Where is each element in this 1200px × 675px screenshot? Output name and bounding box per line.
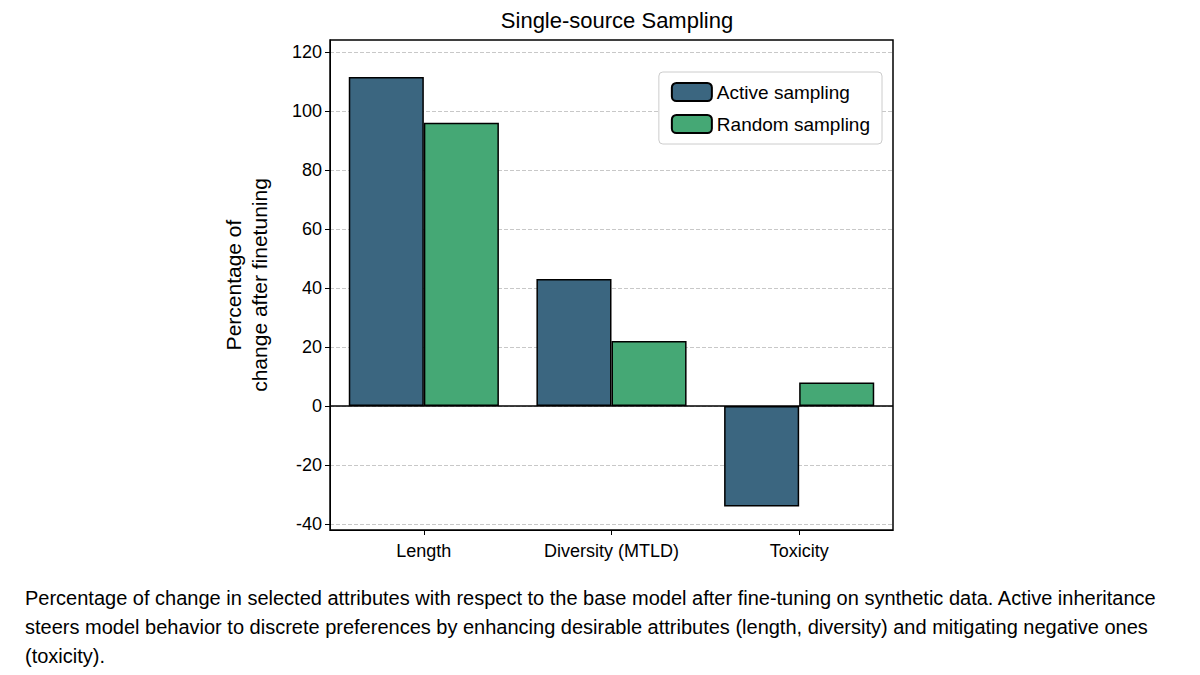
svg-text:Percentage of: Percentage of [222, 219, 245, 350]
svg-text:Toxicity: Toxicity [770, 541, 829, 561]
svg-text:120: 120 [292, 42, 322, 62]
svg-text:Diversity (MTLD): Diversity (MTLD) [544, 541, 679, 561]
svg-text:-20: -20 [296, 455, 322, 475]
svg-text:Single-source Sampling: Single-source Sampling [501, 8, 733, 33]
svg-text:80: 80 [302, 160, 322, 180]
svg-text:-40: -40 [296, 514, 322, 534]
svg-text:100: 100 [292, 101, 322, 121]
html-text:Percentage of change in select: Percentage of change in selected attribu… [25, 587, 1156, 667]
svg-text:Length: Length [396, 541, 451, 561]
svg-text:20: 20 [302, 337, 322, 357]
svg-text:40: 40 [302, 278, 322, 298]
svg-text:change after finetuning: change after finetuning [248, 178, 271, 392]
svg-text:Active sampling: Active sampling [717, 82, 850, 103]
svg-text:60: 60 [302, 219, 322, 239]
svg-text:0: 0 [312, 396, 322, 416]
svg-text:Random sampling: Random sampling [717, 114, 870, 135]
